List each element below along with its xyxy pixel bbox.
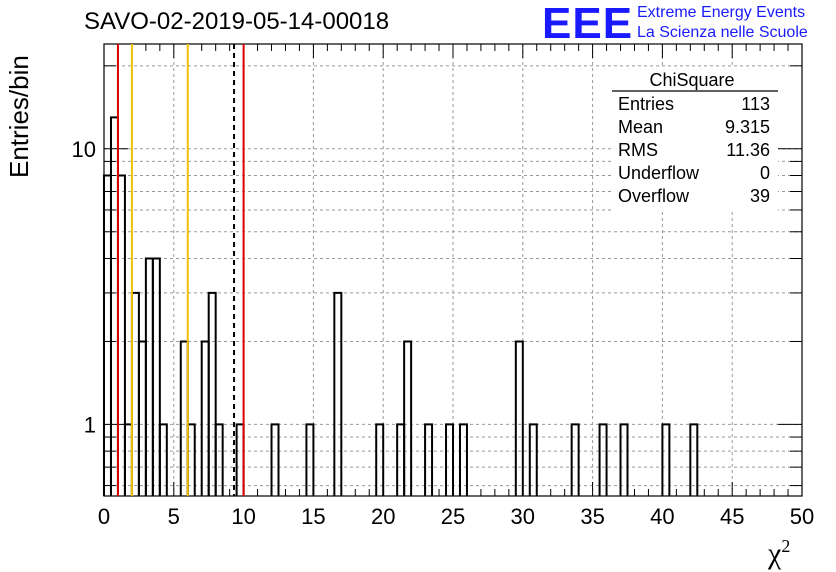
histogram-bin [130, 291, 140, 496]
x-tick-label: 25 [441, 504, 465, 529]
x-tick-label: 5 [168, 504, 180, 529]
histogram-bin [116, 174, 126, 496]
stats-value: 0 [760, 163, 770, 183]
chart-title: SAVO-02-2019-05-14-00018 [84, 8, 390, 35]
histogram-bin [375, 423, 385, 496]
x-tick-label: 30 [511, 504, 535, 529]
y-tick-label: 1 [84, 412, 96, 437]
histogram-bin [689, 423, 699, 496]
histogram-bin [144, 257, 154, 496]
histogram-bin [305, 423, 315, 496]
x-tick-label: 40 [650, 504, 674, 529]
histogram-bin [214, 423, 224, 496]
x-tick-label: 45 [720, 504, 744, 529]
histogram-bin [661, 423, 671, 496]
stats-label: Mean [618, 117, 663, 137]
stats-title: ChiSquare [649, 70, 734, 90]
histogram-bin [109, 116, 119, 496]
x-axis-label: χ2 [768, 536, 790, 571]
histogram-bin [619, 423, 629, 496]
histogram-bin [137, 340, 147, 496]
x-axis-label-chi: χ [768, 537, 782, 570]
histogram-bin [270, 423, 280, 496]
stats-label: Overflow [618, 186, 690, 206]
logo-line-1: Extreme Energy Events [637, 4, 806, 21]
x-tick-label: 35 [580, 504, 604, 529]
stats-value: 113 [741, 94, 770, 114]
x-tick-label: 0 [98, 504, 110, 529]
histogram-bin [403, 340, 413, 496]
histogram-bin [424, 423, 434, 496]
x-tick-label: 15 [301, 504, 325, 529]
stats-value: 9.315 [725, 117, 770, 137]
histogram-bin [179, 340, 189, 496]
stats-label: Entries [618, 94, 674, 114]
histogram-bin [151, 257, 161, 496]
y-axis-label: Entries/bin [4, 55, 34, 178]
y-tick-label: 10 [72, 137, 96, 162]
stats-label: Underflow [618, 163, 700, 183]
stats-box [612, 68, 778, 212]
histogram-bin [445, 423, 454, 496]
stats-value: 39 [750, 186, 770, 206]
x-tick-label: 50 [790, 504, 814, 529]
x-axis-label-sup: 2 [781, 536, 791, 556]
histogram-bin [458, 423, 468, 496]
histogram-bin [207, 291, 217, 496]
eee-logo: EEE [542, 0, 634, 48]
logo-line-2: La Scienza nelle Scuole [637, 24, 808, 41]
histogram-bin [103, 174, 112, 496]
histogram-bin [158, 423, 168, 496]
histogram-bin [200, 340, 210, 496]
histogram-bin [514, 340, 524, 496]
histogram-bin [333, 291, 343, 496]
x-tick-label: 10 [231, 504, 255, 529]
histogram-bin [598, 423, 608, 496]
stats-value: 11.36 [726, 140, 770, 160]
stats-label: RMS [618, 140, 658, 160]
histogram-bin [528, 423, 538, 496]
x-tick-label: 20 [371, 504, 395, 529]
histogram-bin [570, 423, 580, 496]
